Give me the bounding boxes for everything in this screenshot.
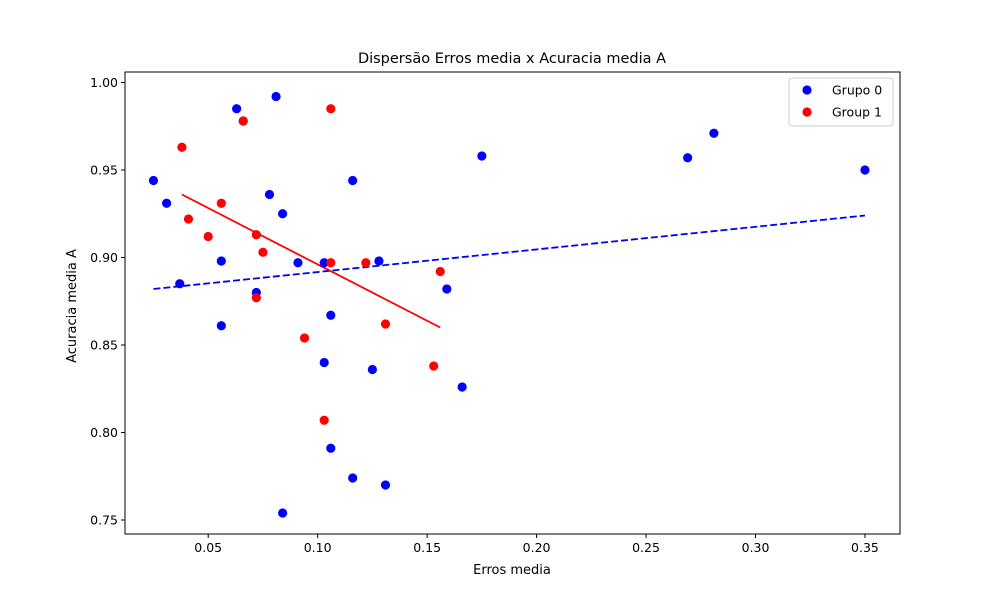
data-point [258,247,268,257]
y-tick-label: 0.95 [90,163,118,178]
data-point [177,142,187,152]
x-tick-label: 0.15 [413,540,441,555]
data-point [380,319,391,329]
y-tick-label: 0.90 [90,250,118,265]
y-axis-label: Acuracia media A [65,249,80,363]
data-point [326,443,336,453]
data-point [319,415,329,425]
legend-marker [802,85,812,95]
y-tick-label: 1.00 [90,75,118,90]
data-point [264,189,275,200]
x-tick-label: 0.10 [304,540,332,555]
x-axis-label: Erros media [473,563,551,578]
x-tick-label: 0.35 [851,540,879,555]
trend-line [153,214,866,290]
legend-box [788,77,894,127]
data-point [203,231,213,242]
trend-line [181,193,441,329]
data-point [435,266,445,277]
data-point [278,209,288,219]
data-point [183,214,194,224]
data-point [326,104,336,114]
data-point [148,175,159,186]
data-point [278,508,288,518]
data-point [216,256,226,266]
data-point [232,104,242,114]
data-point [293,258,303,268]
data-point [319,258,329,268]
data-point [683,153,693,163]
x-tick-label: 0.05 [194,540,222,555]
legend-label: Grupo 0 [832,83,882,98]
data-point [374,256,384,266]
data-point [216,321,226,331]
data-point [271,91,281,102]
data-point [361,258,371,268]
chart-title: Dispersão Erros media x Acuracia media A [358,51,666,67]
data-point [299,333,310,343]
data-point [477,151,487,161]
data-point [367,364,377,375]
data-points [148,91,870,518]
axis-ticks: 0.05 0.10 0.15 0.20 0.25 0.30 0.35 0.75 0.80 0.85… [90,75,879,555]
data-point [457,382,467,392]
x-tick-label: 0.30 [742,540,770,555]
legend-label: Group 1 [832,105,882,120]
data-point [251,230,261,240]
data-point [429,361,439,371]
trend-lines [153,193,866,329]
data-point [380,480,391,490]
legend: Grupo 0 Group 1 [788,77,894,127]
x-tick-label: 0.20 [523,540,551,555]
x-tick-label: 0.25 [632,540,660,555]
plot-area-frame [124,71,901,535]
data-point [348,473,358,483]
y-tick-label: 0.75 [90,513,118,528]
data-point [348,175,358,186]
y-tick-label: 0.85 [90,338,118,353]
data-point [319,357,329,368]
data-point [161,198,172,208]
data-point [326,310,336,320]
data-point [709,128,719,138]
y-tick-label: 0.80 [90,425,118,440]
data-point [442,284,452,294]
data-point [251,293,261,303]
data-point [238,116,248,126]
legend-marker [802,107,812,117]
data-point [216,198,226,208]
data-point [326,258,336,268]
data-point [860,165,870,175]
data-point [175,279,185,289]
